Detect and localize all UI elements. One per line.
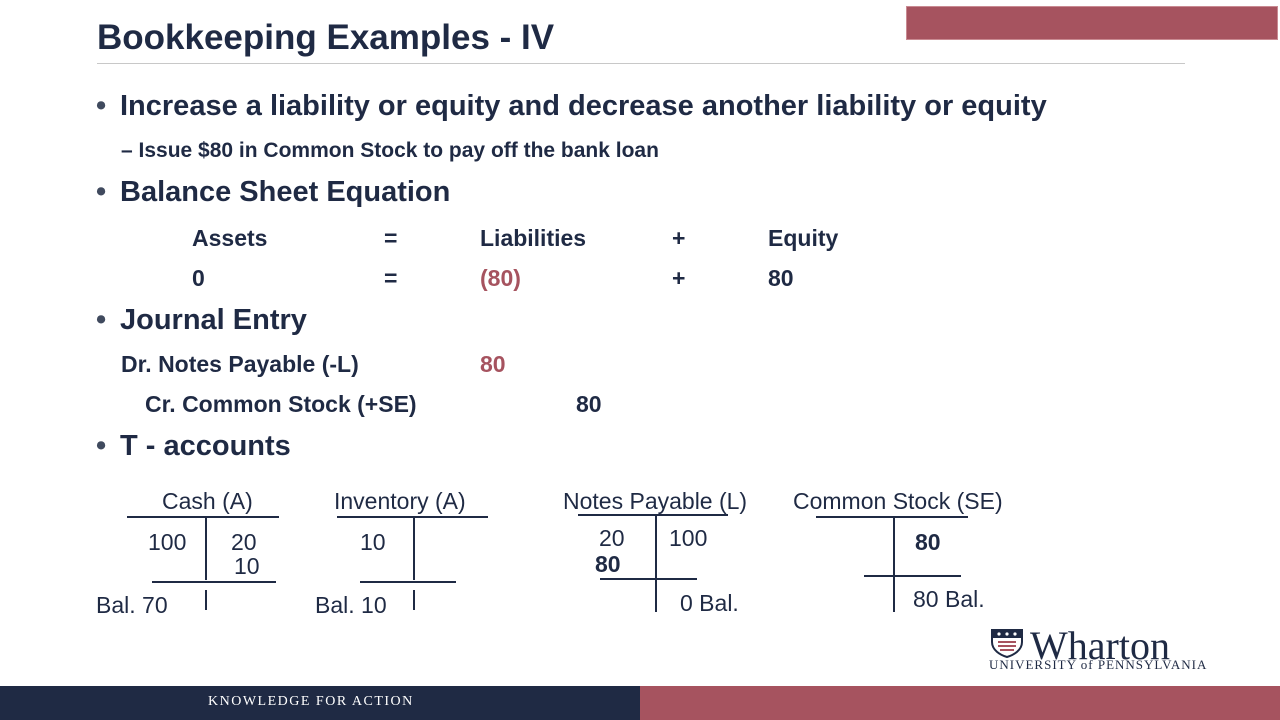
bullet-dot: • (96, 90, 107, 122)
bullet-4: • T - accounts (96, 430, 291, 463)
journal-debit-label: Dr. Notes Payable (-L) (121, 351, 359, 377)
t-account-stock-credit: 80 (915, 529, 941, 555)
t-account-stock-title: Common Stock (SE) (793, 488, 1003, 514)
equation-liabilities-value: (80) (480, 265, 521, 291)
journal-credit-amount: 80 (576, 391, 602, 417)
t-account-inventory-debit: 10 (360, 529, 386, 555)
t-account-cash-credit-1: 20 (231, 529, 257, 555)
t-account-notes-top-line (578, 514, 728, 516)
t-account-inventory-balance-divider (413, 590, 415, 610)
t-account-cash-debit: 100 (148, 529, 187, 555)
t-account-notes-balance: 0 Bal. (680, 590, 739, 616)
t-account-inventory-total-line (360, 581, 456, 583)
equation-liabilities-header: Liabilities (480, 225, 587, 251)
journal-credit-label: Cr. Common Stock (+SE) (145, 391, 417, 417)
t-account-inventory-top-line (337, 516, 488, 518)
bullet-dot: • (96, 176, 107, 208)
equation-plus-header: + (672, 225, 686, 251)
t-account-inventory-title: Inventory (A) (334, 488, 466, 514)
bullet-2-text: Balance Sheet Equation (120, 176, 451, 208)
t-account-cash-top-line (127, 516, 279, 518)
t-account-cash-divider (205, 516, 207, 580)
t-account-cash-title: Cash (A) (162, 488, 253, 514)
t-account-cash-balance: Bal. 70 (96, 592, 168, 618)
t-account-notes-title: Notes Payable (L) (563, 488, 748, 514)
t-account-cash-total-line (152, 581, 276, 583)
bullet-3: • Journal Entry (96, 304, 307, 337)
bullet-3-text: Journal Entry (120, 304, 307, 336)
t-account-stock-divider (893, 516, 895, 612)
bullet-2: • Balance Sheet Equation (96, 176, 450, 209)
t-account-notes-debit-2: 80 (595, 551, 621, 577)
t-account-notes-credit: 100 (669, 525, 708, 551)
bullet-4-text: T - accounts (120, 430, 291, 462)
t-account-stock-balance: 80 Bal. (913, 586, 985, 612)
t-account-stock-top-line (816, 516, 968, 518)
footer-bar-right (640, 686, 1280, 720)
bullet-1-text: Increase a liability or equity and decre… (120, 90, 1047, 122)
wharton-logo-wordmark: Wharton (1030, 623, 1170, 668)
bullet-1: • Increase a liability or equity and decr… (96, 90, 1047, 123)
slide-title: Bookkeeping Examples - IV (97, 18, 555, 57)
equation-equity-header: Equity (768, 225, 839, 251)
bullet-1-subitem: – Issue $80 in Common Stock to pay off t… (121, 139, 659, 162)
equation-plus-value: + (672, 265, 686, 291)
equation-equals-header: = (384, 225, 398, 251)
t-account-inventory-divider (413, 516, 415, 580)
footer-bar-left (0, 686, 640, 720)
journal-debit-amount: 80 (480, 351, 506, 377)
t-account-stock-total-line (864, 575, 961, 577)
equation-assets-value: 0 (192, 265, 205, 291)
t-account-cash-balance-divider (205, 590, 207, 610)
t-account-cash-credit-2: 10 (234, 553, 260, 579)
t-account-notes-total-line (600, 578, 697, 580)
equation-equals-value: = (384, 265, 398, 291)
bullet-dot: • (96, 304, 107, 336)
equation-assets-header: Assets (192, 225, 268, 251)
footer-tagline: KNOWLEDGE FOR ACTION (208, 694, 414, 709)
header-accent-box (906, 6, 1278, 40)
t-account-notes-debit-1: 20 (599, 525, 625, 551)
equation-equity-value: 80 (768, 265, 794, 291)
wharton-logo-subtitle: UNIVERSITY of PENNSYLVANIA (989, 657, 1208, 672)
t-account-notes-divider (655, 514, 657, 612)
wharton-shield-icon (991, 629, 1023, 658)
title-divider (97, 63, 1185, 64)
bullet-dot: • (96, 430, 107, 462)
t-account-inventory-balance: Bal. 10 (315, 592, 387, 618)
